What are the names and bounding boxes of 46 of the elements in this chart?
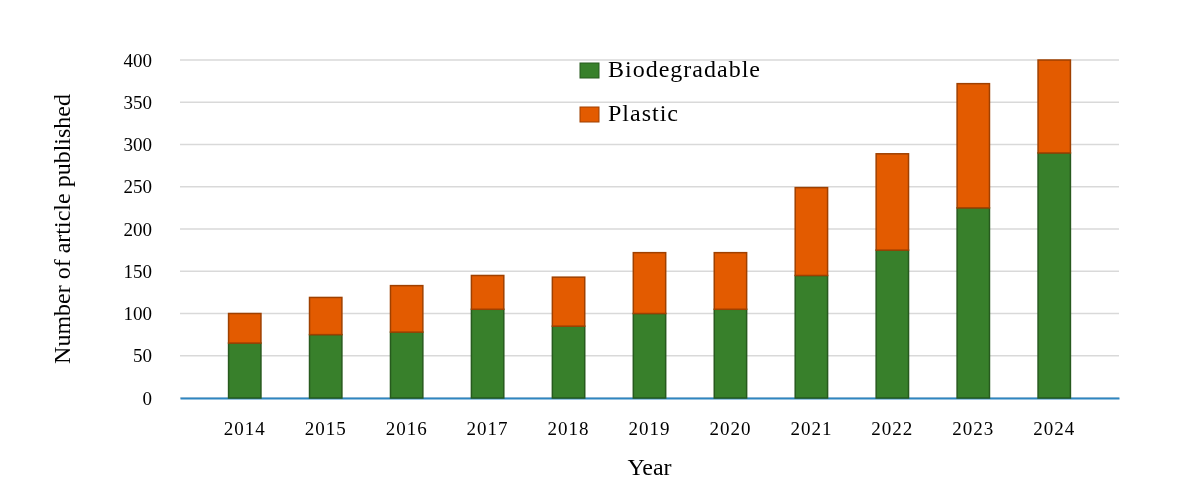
bar bbox=[794, 186, 829, 277]
x-tick-label: 2024 bbox=[1033, 418, 1076, 440]
bar bbox=[551, 325, 586, 399]
x-tick-label: 2017 bbox=[466, 418, 509, 440]
bar bbox=[389, 331, 424, 399]
bar bbox=[551, 276, 586, 327]
x-tick-label: 2015 bbox=[304, 418, 347, 440]
bar bbox=[875, 153, 910, 251]
x-tick-label: 2018 bbox=[547, 418, 590, 440]
y-tick-label: 0 bbox=[142, 387, 152, 409]
legend-label: Biodegradable bbox=[608, 56, 761, 82]
legend-label: Plastic bbox=[608, 100, 679, 126]
bar bbox=[308, 333, 343, 399]
bar bbox=[1037, 59, 1072, 154]
bar bbox=[956, 82, 991, 209]
bar bbox=[632, 312, 667, 399]
bar bbox=[227, 312, 262, 344]
bar bbox=[956, 207, 991, 399]
y-tick-label: 200 bbox=[123, 218, 152, 240]
y-tick-label: 400 bbox=[123, 49, 152, 71]
y-axis-title: Number of article published bbox=[49, 94, 75, 364]
x-tick-label: 2021 bbox=[790, 418, 833, 440]
x-axis-title: Year bbox=[627, 454, 672, 480]
bar bbox=[794, 274, 829, 399]
bar bbox=[389, 284, 424, 333]
bar bbox=[632, 251, 667, 315]
bar bbox=[713, 251, 748, 311]
y-tick-label: 150 bbox=[123, 260, 152, 282]
y-tick-label: 50 bbox=[133, 345, 152, 367]
bar bbox=[470, 308, 505, 399]
x-tick-label: 2022 bbox=[871, 418, 914, 440]
x-tick-label: 2019 bbox=[628, 418, 671, 440]
x-tick-label: 2023 bbox=[952, 418, 995, 440]
x-tick-label: 2020 bbox=[709, 418, 752, 440]
x-tick-label: 2016 bbox=[385, 418, 428, 440]
bar bbox=[713, 308, 748, 399]
y-tick-label: 300 bbox=[123, 134, 152, 156]
x-tick-label: 2014 bbox=[223, 418, 266, 440]
y-tick-label: 350 bbox=[123, 91, 152, 113]
bar bbox=[1037, 152, 1072, 399]
y-tick-label: 250 bbox=[123, 176, 152, 198]
y-tick-label: 100 bbox=[123, 303, 152, 325]
bar bbox=[875, 249, 910, 399]
bar bbox=[470, 274, 505, 311]
bar bbox=[308, 296, 343, 336]
bar bbox=[227, 342, 262, 399]
